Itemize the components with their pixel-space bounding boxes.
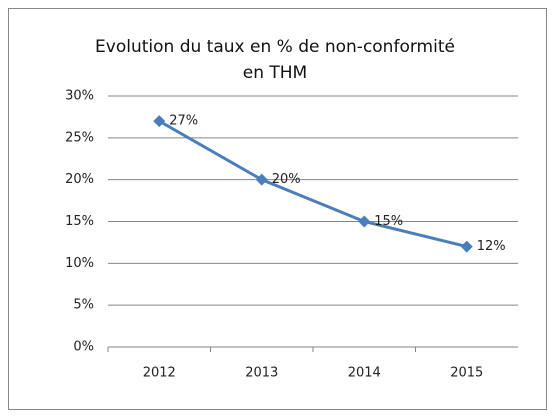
marker [358, 215, 371, 228]
data-label: 15% [374, 214, 403, 229]
chart-border [8, 8, 547, 410]
marker [460, 240, 473, 253]
x-tick-label: 2015 [450, 366, 483, 381]
x-tick-label: 2014 [348, 366, 381, 381]
data-label: 27% [169, 114, 198, 129]
y-tick-label: 15% [65, 214, 94, 229]
y-tick-label: 5% [73, 298, 94, 313]
y-tick-label: 0% [73, 340, 94, 355]
marker [255, 173, 268, 186]
y-tick-label: 25% [65, 130, 94, 145]
data-label: 20% [272, 172, 301, 187]
chart-title: Evolution du taux en % de non-conformité… [95, 37, 455, 83]
y-tick-label: 30% [65, 89, 94, 104]
y-tick-label: 20% [65, 172, 94, 187]
y-tick-label: 10% [65, 256, 94, 271]
line [158, 119, 468, 249]
data-label: 12% [477, 239, 506, 254]
marker [153, 115, 166, 128]
x-tick-label: 2013 [245, 366, 278, 381]
x-tick-label: 2012 [143, 366, 176, 381]
